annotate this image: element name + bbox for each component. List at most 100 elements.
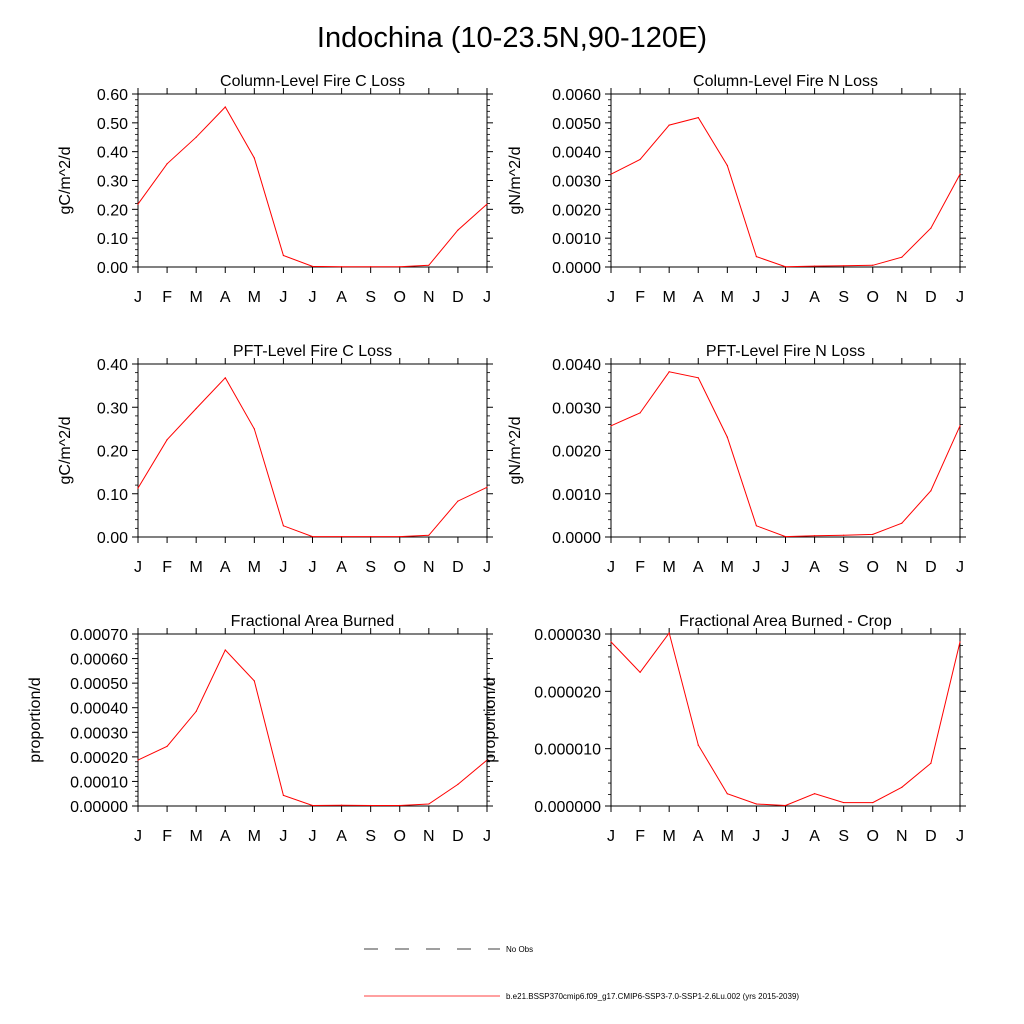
- data-point: [813, 793, 816, 795]
- data-point: [370, 535, 372, 538]
- data-point: [428, 534, 430, 536]
- y-tick-label: 0.10: [97, 487, 128, 504]
- y-tick-label: 0.0000: [552, 530, 601, 547]
- y-tick-label: 0.50: [97, 116, 128, 133]
- x-tick-label: D: [925, 559, 937, 576]
- x-tick-label: J: [483, 828, 491, 845]
- x-tick-label: J: [483, 559, 491, 576]
- data-point: [457, 500, 459, 502]
- data-point: [195, 407, 197, 410]
- data-point: [901, 786, 903, 788]
- data-point: [726, 793, 728, 795]
- x-tick-label: S: [365, 828, 376, 845]
- plot-frame: [137, 363, 488, 538]
- data-point: [610, 641, 612, 643]
- chart-title: Fractional Area Burned - Crop: [679, 613, 892, 630]
- data-point: [399, 266, 401, 268]
- y-tick-label: 0.20: [97, 444, 128, 461]
- y-tick-label: 0.00000: [70, 799, 128, 816]
- data-point: [137, 759, 139, 761]
- series-line: [137, 649, 488, 807]
- x-tick-label: N: [423, 828, 435, 845]
- data-point: [340, 535, 343, 538]
- x-tick-label: J: [134, 828, 142, 845]
- chart-panel: Fractional Area Burned - Crop proportion/…: [482, 613, 966, 845]
- x-tick-label: J: [956, 828, 964, 845]
- series-line: [137, 376, 488, 538]
- data-point: [486, 203, 488, 205]
- x-tick-label: J: [782, 289, 790, 306]
- data-point: [959, 425, 961, 427]
- data-point: [224, 377, 226, 379]
- data-point: [726, 164, 728, 167]
- y-tick-label: 0.0040: [552, 357, 601, 374]
- y-axis-label: gN/m^2/d: [507, 417, 524, 485]
- data-point: [282, 794, 285, 797]
- y-tick-label: 0.00010: [70, 774, 128, 791]
- x-tick-label: J: [782, 559, 790, 576]
- data-point: [370, 266, 372, 268]
- data-point: [166, 745, 168, 747]
- plot-frame: [137, 633, 488, 807]
- data-point: [843, 534, 845, 536]
- x-tick-label: F: [635, 289, 645, 306]
- y-tick-label: 0.0010: [552, 231, 601, 248]
- data-point: [872, 264, 874, 266]
- x-tick-label: J: [309, 828, 317, 845]
- y-tick-label: 0.000030: [534, 627, 601, 644]
- plot-frame: [610, 93, 961, 268]
- x-tick-label: M: [663, 828, 676, 845]
- chart-panel: Column-Level Fire N Loss gN/m^2/d 0.0000 0.…: [507, 73, 966, 306]
- y-tick-label: 0.00050: [70, 676, 128, 693]
- x-tick-label: S: [838, 828, 849, 845]
- y-axis-label: proportion/d: [27, 677, 44, 762]
- x-tick-label: A: [693, 828, 704, 845]
- x-tick-label: J: [134, 289, 142, 306]
- y-axis-label: proportion/d: [482, 677, 499, 762]
- x-tick-label: N: [896, 289, 908, 306]
- x-tick-label: N: [896, 559, 908, 576]
- data-point: [668, 632, 670, 634]
- x-tick-label: J: [752, 559, 760, 576]
- y-tick-label: 0.40: [97, 145, 128, 162]
- data-point: [697, 117, 699, 119]
- y-tick-label: 0.0040: [552, 145, 601, 162]
- data-point: [486, 486, 488, 488]
- x-tick-label: J: [279, 559, 287, 576]
- data-point: [486, 759, 488, 761]
- x-tick-label: M: [721, 828, 734, 845]
- data-point: [399, 804, 401, 807]
- x-tick-label: F: [635, 828, 645, 845]
- data-point: [755, 256, 758, 258]
- y-tick-label: 0.0010: [552, 487, 601, 504]
- x-tick-label: F: [162, 289, 172, 306]
- x-tick-label: J: [782, 828, 790, 845]
- x-tick-label: O: [394, 289, 406, 306]
- y-tick-label: 0.0000: [552, 260, 601, 277]
- y-tick-label: 0.0020: [552, 202, 601, 219]
- data-point: [282, 254, 285, 257]
- y-tick-label: 0.30: [97, 400, 128, 417]
- data-point: [843, 265, 845, 267]
- x-tick-label: J: [956, 289, 964, 306]
- y-tick-label: 0.00: [97, 530, 128, 547]
- x-tick-label: J: [752, 828, 760, 845]
- data-point: [930, 490, 932, 492]
- chart-panel: Fractional Area Burned proportion/d 0.0000…: [27, 613, 493, 845]
- x-tick-label: M: [663, 289, 676, 306]
- series-line: [137, 106, 488, 268]
- x-tick-label: A: [336, 828, 347, 845]
- y-tick-label: 0.60: [97, 87, 128, 104]
- data-point: [137, 487, 139, 489]
- data-point: [340, 266, 343, 268]
- chart-title: Column-Level Fire C Loss: [220, 73, 405, 90]
- x-tick-label: A: [220, 828, 231, 845]
- x-tick-label: M: [721, 289, 734, 306]
- data-point: [755, 525, 758, 527]
- data-point: [370, 804, 372, 807]
- x-tick-label: A: [809, 289, 820, 306]
- y-tick-label: 0.00040: [70, 701, 128, 718]
- y-tick-label: 0.00030: [70, 725, 128, 742]
- series-line: [610, 631, 961, 807]
- data-point: [639, 671, 641, 673]
